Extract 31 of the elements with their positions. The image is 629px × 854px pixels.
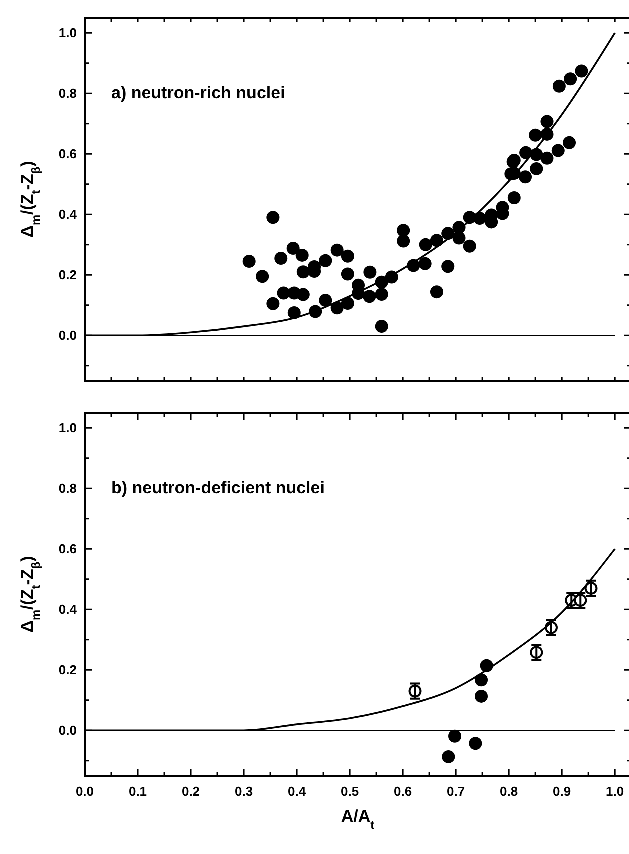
y-tick-label: 0.2 [58, 662, 77, 678]
y-tick-label: 0.0 [58, 328, 77, 344]
x-tick-label: 0.3 [234, 784, 254, 799]
point [475, 674, 488, 687]
point [448, 730, 462, 743]
text: a) neutron-rich nuclei [112, 84, 286, 103]
y-tick-label: 0.8 [58, 481, 77, 496]
x-tick-label: 0.2 [182, 784, 200, 799]
x-tick-label: 1.0 [606, 784, 624, 799]
y-tick-label: 0.6 [58, 542, 77, 557]
y-tick-label: 1.0 [58, 420, 77, 436]
point [442, 750, 456, 764]
x-tick-label: 0.6 [394, 784, 412, 799]
x-tick-label: 0.1 [128, 784, 148, 799]
x-tick-label: 0.0 [76, 784, 94, 799]
x-tick-label: 0.8 [500, 784, 518, 799]
y-tick-label: 1.0 [58, 26, 77, 41]
y-tick-label: 0.8 [58, 86, 77, 102]
y-tick-label: 0.4 [58, 602, 78, 618]
x-tick-label: 0.4 [288, 784, 307, 799]
text: b) neutron-deficient nuclei [112, 478, 325, 498]
point [475, 690, 488, 703]
y-tick-label: 0.0 [58, 723, 77, 738]
x-axis-title: A/A$_{t}$ [341, 807, 375, 832]
y-tick-label: 0.2 [58, 268, 77, 283]
x-tick-label: 0.9 [553, 784, 572, 799]
x-tick-label: 0.5 [341, 784, 360, 799]
x-tick-label: 0.7 [447, 784, 466, 799]
y-tick-label: 0.4 [58, 207, 78, 222]
point [469, 737, 482, 750]
y-tick-label: 0.6 [58, 146, 77, 162]
